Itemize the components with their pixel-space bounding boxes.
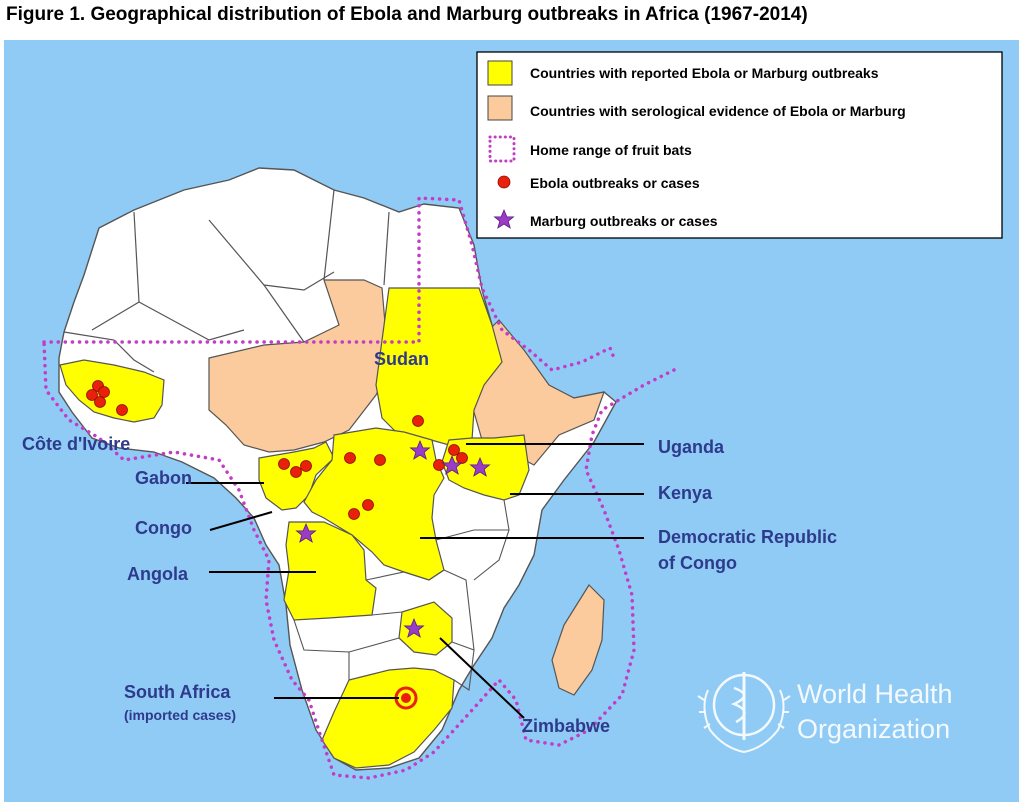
legend-peach-square xyxy=(487,95,513,121)
marburg-marker xyxy=(441,454,463,475)
legend-item-fruit-bats: Home range of fruit bats xyxy=(530,142,692,158)
africa-map: Sudan Côte d'Ivoire Gabon Congo Angola U… xyxy=(4,40,1019,802)
ebola-marker xyxy=(290,466,302,478)
ebola-marker xyxy=(456,452,468,464)
legend-yellow-square xyxy=(487,60,513,86)
marburg-marker xyxy=(403,617,425,638)
label-cote-divoire: Côte d'Ivoire xyxy=(22,434,130,454)
serology-countries xyxy=(208,279,605,696)
ebola-marker xyxy=(412,415,424,427)
legend-item-marburg: Marburg outbreaks or cases xyxy=(530,213,718,229)
label-south-africa-note: (imported cases) xyxy=(124,707,236,723)
ebola-marker xyxy=(362,499,374,511)
ebola-markers xyxy=(86,380,468,520)
ebola-marker xyxy=(300,460,312,472)
label-zimbabwe: Zimbabwe xyxy=(522,716,610,736)
legend-item-outbreaks: Countries with reported Ebola or Marburg… xyxy=(530,65,879,81)
ebola-marker xyxy=(278,458,290,470)
label-sudan: Sudan xyxy=(374,349,429,369)
legend-dotted-square xyxy=(488,135,516,163)
label-kenya: Kenya xyxy=(658,483,713,503)
south-africa-shape xyxy=(321,667,455,769)
who-text-line1: World Health xyxy=(797,679,953,709)
legend: Countries with reported Ebola or Marburg… xyxy=(476,51,1003,239)
legend-purple-star-icon xyxy=(493,208,515,229)
zimbabwe-shape xyxy=(398,601,453,656)
fruit-bat-range xyxy=(42,196,676,780)
leader-lines xyxy=(186,443,644,719)
legend-box xyxy=(476,51,1003,239)
ebola-marker xyxy=(374,454,386,466)
west-africa-shape xyxy=(59,359,165,423)
label-gabon: Gabon xyxy=(135,468,192,488)
label-uganda: Uganda xyxy=(658,437,725,457)
ebola-marker xyxy=(344,452,356,464)
marburg-marker xyxy=(469,456,491,477)
label-drc-line1: Democratic Republic xyxy=(658,527,837,547)
legend-red-circle-icon xyxy=(497,175,511,189)
legend-item-serology: Countries with serological evidence of E… xyxy=(530,103,906,119)
label-congo: Congo xyxy=(135,518,192,538)
legend-item-ebola: Ebola outbreaks or cases xyxy=(530,175,700,191)
north-borders xyxy=(63,189,390,373)
who-text-line2: Organization xyxy=(797,714,950,744)
south-borders xyxy=(293,499,510,691)
ebola-marker xyxy=(116,404,128,416)
ebola-marker xyxy=(98,386,110,398)
marburg-marker xyxy=(295,522,317,543)
map-frame: Sudan Côte d'Ivoire Gabon Congo Angola U… xyxy=(4,40,1019,802)
who-watermark: World Health Organization xyxy=(697,672,953,754)
ebola-marker xyxy=(94,396,106,408)
ebola-marker xyxy=(433,459,445,471)
label-angola: Angola xyxy=(127,564,189,584)
marburg-markers xyxy=(295,439,491,638)
label-drc-line2: of Congo xyxy=(658,553,737,573)
ebola-marker xyxy=(348,508,360,520)
marburg-marker xyxy=(409,439,431,460)
label-south-africa: South Africa xyxy=(124,682,231,702)
ebola-marker xyxy=(448,444,460,456)
ebola-marker xyxy=(86,389,98,401)
figure-title: Figure 1. Geographical distribution of E… xyxy=(6,4,808,25)
who-emblem-icon xyxy=(697,672,791,754)
